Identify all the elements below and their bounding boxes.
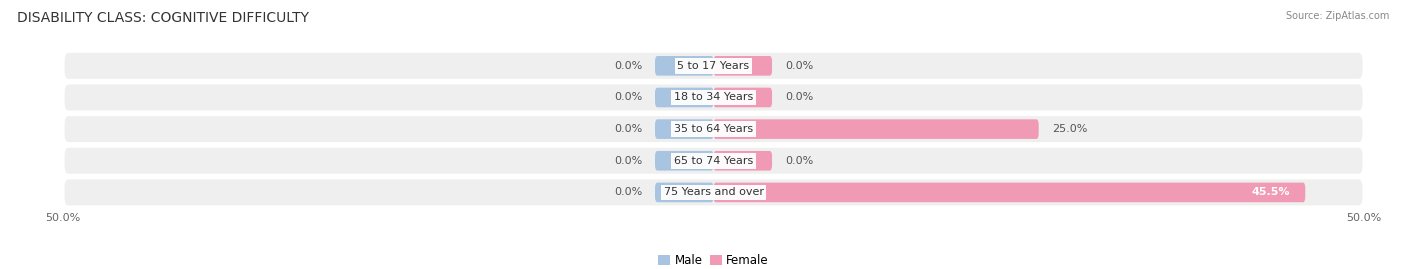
Text: 0.0%: 0.0% [785,156,813,166]
FancyBboxPatch shape [655,151,713,171]
Text: 75 Years and over: 75 Years and over [664,187,763,197]
Text: 0.0%: 0.0% [785,93,813,102]
Text: 0.0%: 0.0% [614,124,643,134]
Text: 5 to 17 Years: 5 to 17 Years [678,61,749,71]
FancyBboxPatch shape [65,179,1362,206]
FancyBboxPatch shape [65,53,1362,79]
FancyBboxPatch shape [65,84,1362,111]
FancyBboxPatch shape [65,148,1362,174]
FancyBboxPatch shape [713,151,772,171]
Text: Source: ZipAtlas.com: Source: ZipAtlas.com [1285,11,1389,21]
Text: 45.5%: 45.5% [1251,187,1289,197]
FancyBboxPatch shape [655,88,713,107]
Text: 35 to 64 Years: 35 to 64 Years [673,124,754,134]
FancyBboxPatch shape [655,56,713,76]
FancyBboxPatch shape [713,56,772,76]
FancyBboxPatch shape [713,119,1039,139]
FancyBboxPatch shape [713,183,1305,202]
FancyBboxPatch shape [65,116,1362,142]
Text: 18 to 34 Years: 18 to 34 Years [673,93,754,102]
Text: 0.0%: 0.0% [614,61,643,71]
Text: 0.0%: 0.0% [614,187,643,197]
Text: 65 to 74 Years: 65 to 74 Years [673,156,754,166]
Text: DISABILITY CLASS: COGNITIVE DIFFICULTY: DISABILITY CLASS: COGNITIVE DIFFICULTY [17,11,309,25]
Legend: Male, Female: Male, Female [654,249,773,269]
Text: 0.0%: 0.0% [614,156,643,166]
FancyBboxPatch shape [655,119,713,139]
Text: 0.0%: 0.0% [785,61,813,71]
FancyBboxPatch shape [713,88,772,107]
Text: 0.0%: 0.0% [614,93,643,102]
FancyBboxPatch shape [655,183,713,202]
Text: 25.0%: 25.0% [1052,124,1087,134]
